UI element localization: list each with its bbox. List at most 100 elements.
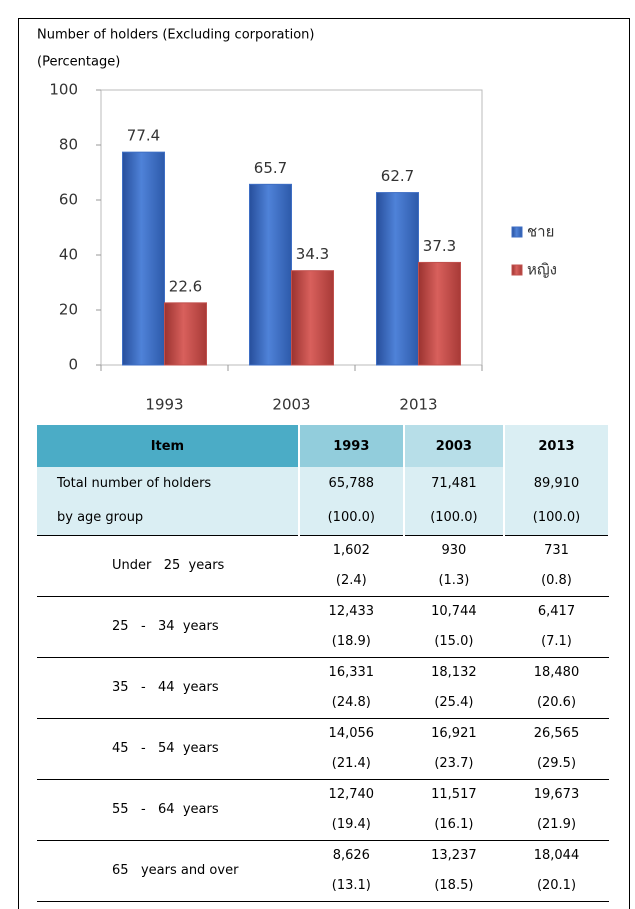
value-label: 62.7 [381,167,414,185]
header-cell: 2013 [503,425,611,467]
y-tick-label: 100 [49,81,78,99]
cell-line: 8,626 [332,848,370,863]
y-tick-label: 80 [59,136,78,154]
y-tick-label: 40 [59,246,78,264]
label-line: 45 - 54 years [112,741,219,756]
cell-line: 12,740 [328,787,375,802]
header-cell: 2003 [403,425,505,467]
table-cell: 18,044 (20.1) [503,840,609,902]
label-line: 25 - 34 years [112,619,219,634]
cell-line: 14,056 [328,726,375,741]
table-cell: 930 (1.3) [403,535,504,597]
cell-line: 18,132 [431,665,477,680]
table-cell: 18,132 (25.4) [403,657,504,719]
legend-label: หญิง [527,261,557,279]
table-cell: 16,331 (24.8) [298,657,404,719]
table-cell: 71,481 (100.0) [403,467,505,536]
chart-title: Number of holders (Excluding corporation… [37,28,315,43]
cell-line: (21.4) [331,756,371,771]
x-tick-label: 1993 [145,396,183,414]
cell-line: (7.1) [541,634,572,649]
legend-swatch [511,226,523,238]
row-label: 45 - 54 years [37,718,299,780]
table-cell: 14,056 (21.4) [298,718,404,780]
cell-line: (13.1) [331,878,371,893]
cell-line: 65,788 [328,476,375,491]
x-tick-label: 2013 [399,396,437,414]
table-row: 55 - 64 years 12,740 (19.4) 11,517 (16.1) 19,… [37,779,609,841]
y-tick-label: 60 [59,191,78,209]
cell-line: (2.4) [335,573,367,588]
data-table: Item 1993 2003 2013 Total number of holders b… [37,425,611,902]
header-cell: 1993 [298,425,405,467]
header-row: Item 1993 2003 2013 [37,425,611,467]
table-cell: 13,237 (18.5) [403,840,504,902]
cell-line: (24.8) [331,695,371,710]
cell-line: (18.5) [434,878,474,893]
cell-line: (15.0) [434,634,474,649]
cell-line: (18.9) [331,634,371,649]
cell-line: 731 [544,543,569,558]
bar [122,151,165,366]
label-line: Total number of holders [57,476,212,491]
table-row: 35 - 44 years 16,331 (24.8) 18,132 (25.4) 18,… [37,657,609,719]
row-label: 65 years and over [37,840,299,902]
row-label: Total number of holders by age group [37,467,300,536]
cell-line: 16,921 [431,726,477,741]
table-cell: 16,921 (23.7) [403,718,504,780]
row-label: Under 25 years [37,535,299,597]
bar [376,192,419,366]
label-line: 35 - 44 years [112,680,219,695]
cell-line: (19.4) [331,817,371,832]
cell-line: (16.1) [434,817,474,832]
frame [18,18,630,909]
y-tick-label: 20 [59,301,78,319]
cell-line: (23.7) [434,756,474,771]
cell-line: 19,673 [533,787,580,802]
table-cell: 89,910 (100.0) [503,467,611,536]
table-cell: 1,602 (2.4) [298,535,404,597]
cell-line: 89,910 [533,476,580,491]
table-cell: 65,788 (100.0) [298,467,405,536]
cell-line: (100.0) [327,510,375,525]
value-label: 77.4 [127,127,160,145]
header-cell: Item [37,425,300,467]
table-cell: 11,517 (16.1) [403,779,504,841]
value-label: 65.7 [254,159,287,177]
legend-swatch [511,264,523,276]
cell-line: (20.6) [536,695,577,710]
cell-line: (21.9) [536,817,577,832]
chart-subtitle: (Percentage) [37,55,120,70]
cell-line: (20.1) [536,878,577,893]
cell-line: 11,517 [431,787,477,802]
cell-line: (25.4) [434,695,474,710]
row-label: 55 - 64 years [37,779,299,841]
cell-line: 6,417 [537,604,576,619]
value-label: 34.3 [296,245,329,263]
cell-line: (100.0) [532,510,581,525]
label-line: 65 years and over [112,863,239,878]
table-row: 25 - 34 years 12,433 (18.9) 10,744 (15.0) 6,4… [37,596,609,658]
cell-line: (1.3) [438,573,470,588]
cell-line: 10,744 [431,604,477,619]
chart: Number of holders (Excluding corporation… [37,28,557,414]
row-label: 35 - 44 years [37,657,299,719]
cell-line: 71,481 [431,476,477,491]
table-row: 65 years and over 8,626 (13.1) 13,237 (18.5)… [37,840,609,902]
table-cell: 8,626 (13.1) [298,840,404,902]
row-label: 25 - 34 years [37,596,299,658]
y-tick-label: 0 [68,356,78,374]
table-row: Under 25 years 1,602 (2.4) 930 (1.3) 731 (0.8) [37,535,609,597]
value-label: 22.6 [169,277,202,295]
table-row: 45 - 54 years 14,056 (21.4) 16,921 (23.7) 26,… [37,718,609,780]
cell-line: 1,602 [332,543,370,558]
bar [164,302,207,366]
cell-line: 13,237 [431,848,477,863]
value-label: 37.3 [423,237,456,255]
label-line: by age group [57,510,144,525]
table-cell: 12,433 (18.9) [298,596,404,658]
legend-label: ชาย [527,223,554,241]
cell-line: 930 [441,543,467,558]
cell-line: (29.5) [536,756,577,771]
